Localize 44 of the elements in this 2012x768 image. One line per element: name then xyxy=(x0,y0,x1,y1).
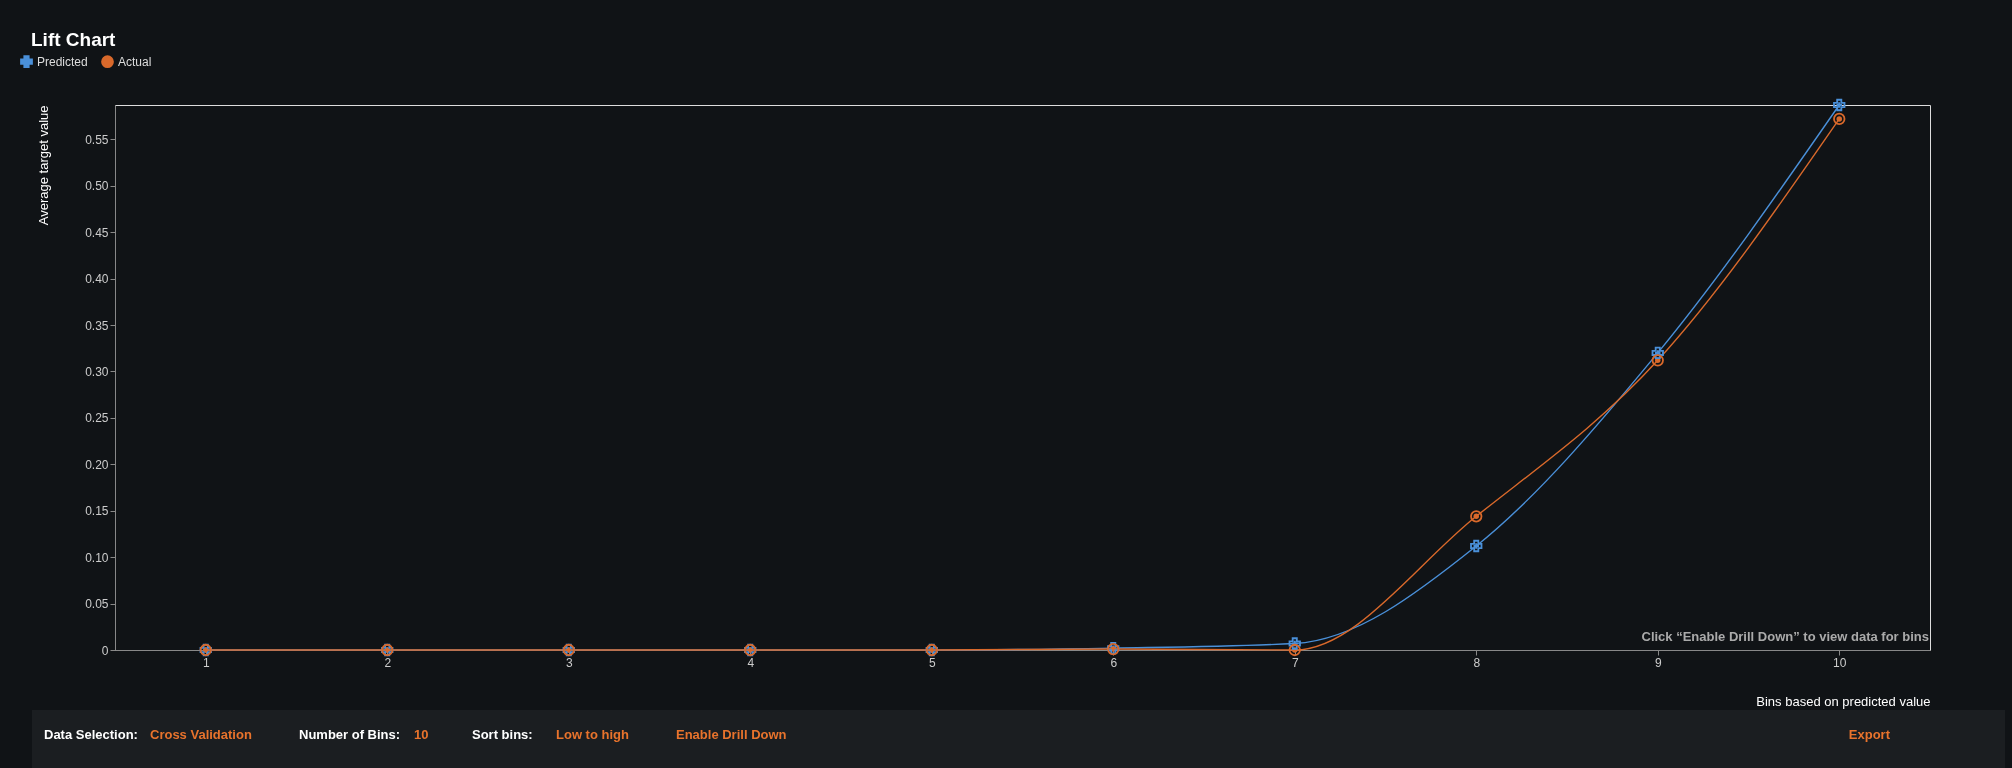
x-tick-label: 10 xyxy=(1833,655,1847,670)
y-tick-label: 0.40 xyxy=(85,272,109,287)
y-tick-label: 0.20 xyxy=(85,457,109,472)
legend-label: Actual xyxy=(118,54,152,69)
text: Cross Validation xyxy=(150,727,252,742)
y-tick-label: 0.25 xyxy=(85,411,109,426)
point xyxy=(1651,346,1664,360)
text: Export xyxy=(1848,727,1891,742)
text: Sort bins: xyxy=(472,727,533,742)
text: Number of Bins: xyxy=(299,727,401,742)
y-tick-label: 0.10 xyxy=(85,550,109,565)
y-tick-label: 0.50 xyxy=(85,179,109,194)
y-tick-label: 0.30 xyxy=(85,364,109,379)
x-axis-title: Bins based on predicted value xyxy=(1756,693,1931,709)
x-tick-label: 9 xyxy=(1654,655,1662,670)
chart-title: Lift Chart xyxy=(31,29,117,50)
text: Data Selection: xyxy=(44,727,138,742)
x-tick-label: 6 xyxy=(1110,655,1118,670)
point xyxy=(1288,637,1301,650)
x-tick-label: 7 xyxy=(1291,655,1299,670)
x-tick-label: 8 xyxy=(1473,655,1481,670)
point xyxy=(1833,112,1846,126)
x-tick-label: 4 xyxy=(747,655,755,670)
y-tick-label: 0.05 xyxy=(85,597,109,612)
y-tick-label: 0.45 xyxy=(85,225,109,240)
text: Enable Drill Down xyxy=(676,727,787,742)
legend-label: Predicted xyxy=(37,54,88,69)
text: Low to high xyxy=(556,727,629,742)
x-tick-label: 5 xyxy=(928,655,936,670)
y-axis-title: Average target value xyxy=(35,105,51,226)
x-tick-label: 2 xyxy=(384,655,392,670)
y-tick-label: 0.15 xyxy=(85,504,109,519)
point xyxy=(1288,643,1301,657)
point xyxy=(1833,98,1846,112)
y-tick-label: 0.35 xyxy=(85,318,109,333)
point xyxy=(1470,539,1483,553)
y-tick-label: 0 xyxy=(101,643,109,658)
point xyxy=(1651,354,1664,367)
x-tick-label: 3 xyxy=(565,655,573,670)
annotation: Click “Enable Drill Down” to view data for bins xyxy=(1641,629,1929,644)
text: 10 xyxy=(414,727,429,742)
x-tick-label: 1 xyxy=(202,655,210,670)
y-tick-label: 0.55 xyxy=(85,132,109,147)
point xyxy=(1470,510,1483,523)
